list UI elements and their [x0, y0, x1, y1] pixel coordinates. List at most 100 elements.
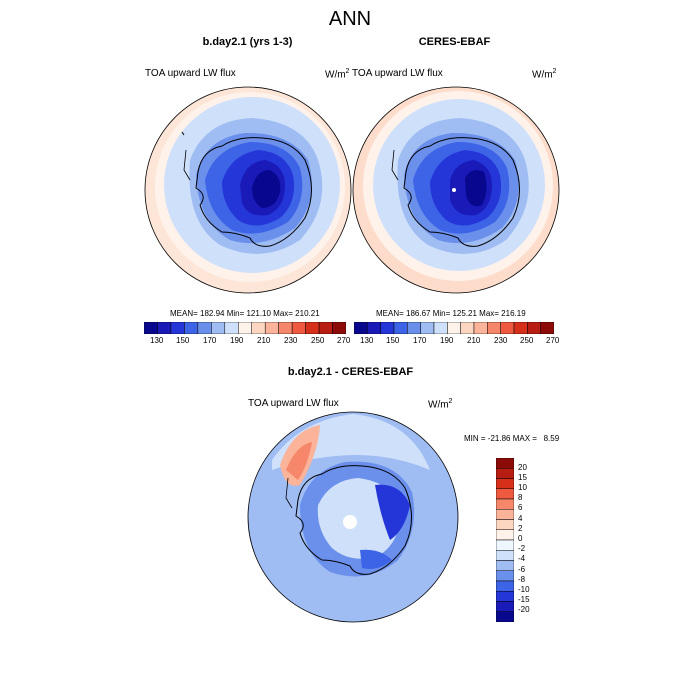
cb-diff-label: 0	[518, 534, 523, 543]
colorbar-swatch	[496, 509, 514, 520]
cb-diff-label: -4	[518, 554, 526, 563]
cb-diff-label: 8	[518, 493, 523, 502]
colorbar-swatch	[527, 322, 541, 334]
colorbar-swatch	[487, 322, 501, 334]
colorbar-swatch	[305, 322, 320, 334]
panel-variable-model: TOA upward LW flux	[145, 68, 236, 79]
panel-units-obs: W/m2	[532, 68, 557, 81]
colorbar-swatch	[157, 322, 172, 334]
cb-diff-label: -6	[518, 565, 526, 574]
colorbar-swatch	[264, 322, 279, 334]
cb-model-tick: 230	[284, 336, 298, 345]
cb-model-tick: 190	[230, 336, 244, 345]
colorbar-swatch	[380, 322, 395, 334]
colorbar-swatch	[393, 322, 408, 334]
cb-model-tick: 130	[150, 336, 164, 345]
colorbar-swatch	[496, 570, 514, 582]
colorbar-swatch	[473, 322, 488, 334]
cb-obs-tick: 250	[520, 336, 534, 345]
colorbar-swatch	[496, 591, 514, 602]
colorbar-obs	[354, 322, 554, 334]
cb-obs-tick: 230	[494, 336, 508, 345]
colorbar-swatch	[197, 322, 212, 334]
cb-model-tick: 150	[176, 336, 190, 345]
main-title: ANN	[328, 8, 372, 30]
colorbar-swatch	[540, 322, 554, 334]
cb-model-tick: 170	[203, 336, 217, 345]
colorbar-swatch	[354, 322, 368, 334]
colorbar-swatch	[496, 560, 514, 571]
colorbar-model	[144, 322, 346, 334]
map-obs	[352, 86, 560, 294]
cb-obs-tick: 190	[440, 336, 454, 345]
map-diff	[247, 411, 459, 623]
cb-model-tick: 270	[337, 336, 351, 345]
panel-title-diff: b.day2.1 - CERES-EBAF	[287, 366, 414, 378]
map-model	[144, 86, 352, 294]
panel-variable-diff: TOA upward LW flux	[248, 398, 339, 409]
cb-diff-label: -15	[518, 595, 530, 604]
panel-units-diff: W/m2	[428, 398, 453, 411]
cb-diff-label: 15	[518, 473, 527, 482]
cb-diff-label: 20	[518, 463, 527, 472]
cb-diff-label: -10	[518, 585, 530, 594]
colorbar-swatch	[496, 519, 514, 530]
colorbar-swatch	[496, 498, 514, 510]
colorbar-swatch	[513, 322, 528, 334]
cb-obs-tick: 270	[546, 336, 560, 345]
panel-title-model: b.day2.1 (yrs 1-3)	[202, 36, 293, 48]
colorbar-swatch	[496, 529, 514, 541]
colorbar-diff-labels: 20 15 10 8 6 4 2 0 -2 -4 -6 -8 -10 -15 -…	[518, 458, 548, 622]
cb-obs-tick: 170	[413, 336, 427, 345]
colorbar-obs-ticks: 130 150 170 190 210 230 250 270	[354, 336, 559, 348]
colorbar-swatch	[238, 322, 252, 334]
panel-units-model: W/m2	[325, 68, 350, 81]
colorbar-swatch	[496, 488, 514, 500]
cb-diff-label: 4	[518, 514, 523, 523]
colorbar-swatch	[407, 322, 421, 334]
cb-obs-tick: 130	[360, 336, 374, 345]
cb-obs-tick: 210	[467, 336, 481, 345]
colorbar-swatch	[496, 478, 514, 489]
colorbar-swatch	[251, 322, 266, 334]
cb-diff-label: -2	[518, 544, 526, 553]
colorbar-swatch	[420, 322, 435, 334]
colorbar-swatch	[278, 322, 293, 334]
colorbar-swatch	[318, 322, 333, 334]
colorbar-swatch	[367, 322, 381, 334]
colorbar-swatch	[144, 322, 158, 334]
colorbar-swatch	[332, 322, 346, 334]
colorbar-swatch	[184, 322, 199, 334]
colorbar-swatch	[496, 601, 514, 612]
cb-diff-label: -8	[518, 575, 526, 584]
colorbar-model-ticks: 130 150 170 190 210 230 250 270	[144, 336, 350, 348]
cb-diff-label: 2	[518, 524, 523, 533]
colorbar-swatch	[433, 322, 448, 334]
cb-diff-label: 6	[518, 503, 523, 512]
cb-obs-tick: 150	[386, 336, 400, 345]
colorbar-swatch	[224, 322, 239, 334]
cb-diff-label: -20	[518, 605, 530, 614]
colorbar-swatch	[460, 322, 475, 334]
stats-diff: MIN = -21.86 MAX = 8.59	[464, 434, 560, 443]
stats-model: MEAN= 182.94 Min= 121.10 Max= 210.21	[170, 309, 320, 318]
colorbar-diff	[496, 458, 514, 622]
colorbar-swatch	[500, 322, 515, 334]
colorbar-swatch	[291, 322, 306, 334]
panel-variable-obs: TOA upward LW flux	[352, 68, 443, 79]
colorbar-swatch	[170, 322, 185, 334]
colorbar-swatch	[496, 550, 514, 561]
cb-model-tick: 250	[311, 336, 325, 345]
colorbar-swatch	[496, 468, 514, 479]
colorbar-swatch	[496, 458, 514, 469]
colorbar-swatch	[496, 611, 514, 622]
panel-title-obs: CERES-EBAF	[418, 36, 491, 48]
colorbar-swatch	[496, 539, 514, 551]
cb-model-tick: 210	[257, 336, 271, 345]
cb-diff-label: 10	[518, 483, 527, 492]
colorbar-swatch	[211, 322, 226, 334]
colorbar-swatch	[496, 580, 514, 592]
colorbar-swatch	[447, 322, 461, 334]
stats-obs: MEAN= 186.67 Min= 125.21 Max= 216.19	[376, 309, 526, 318]
